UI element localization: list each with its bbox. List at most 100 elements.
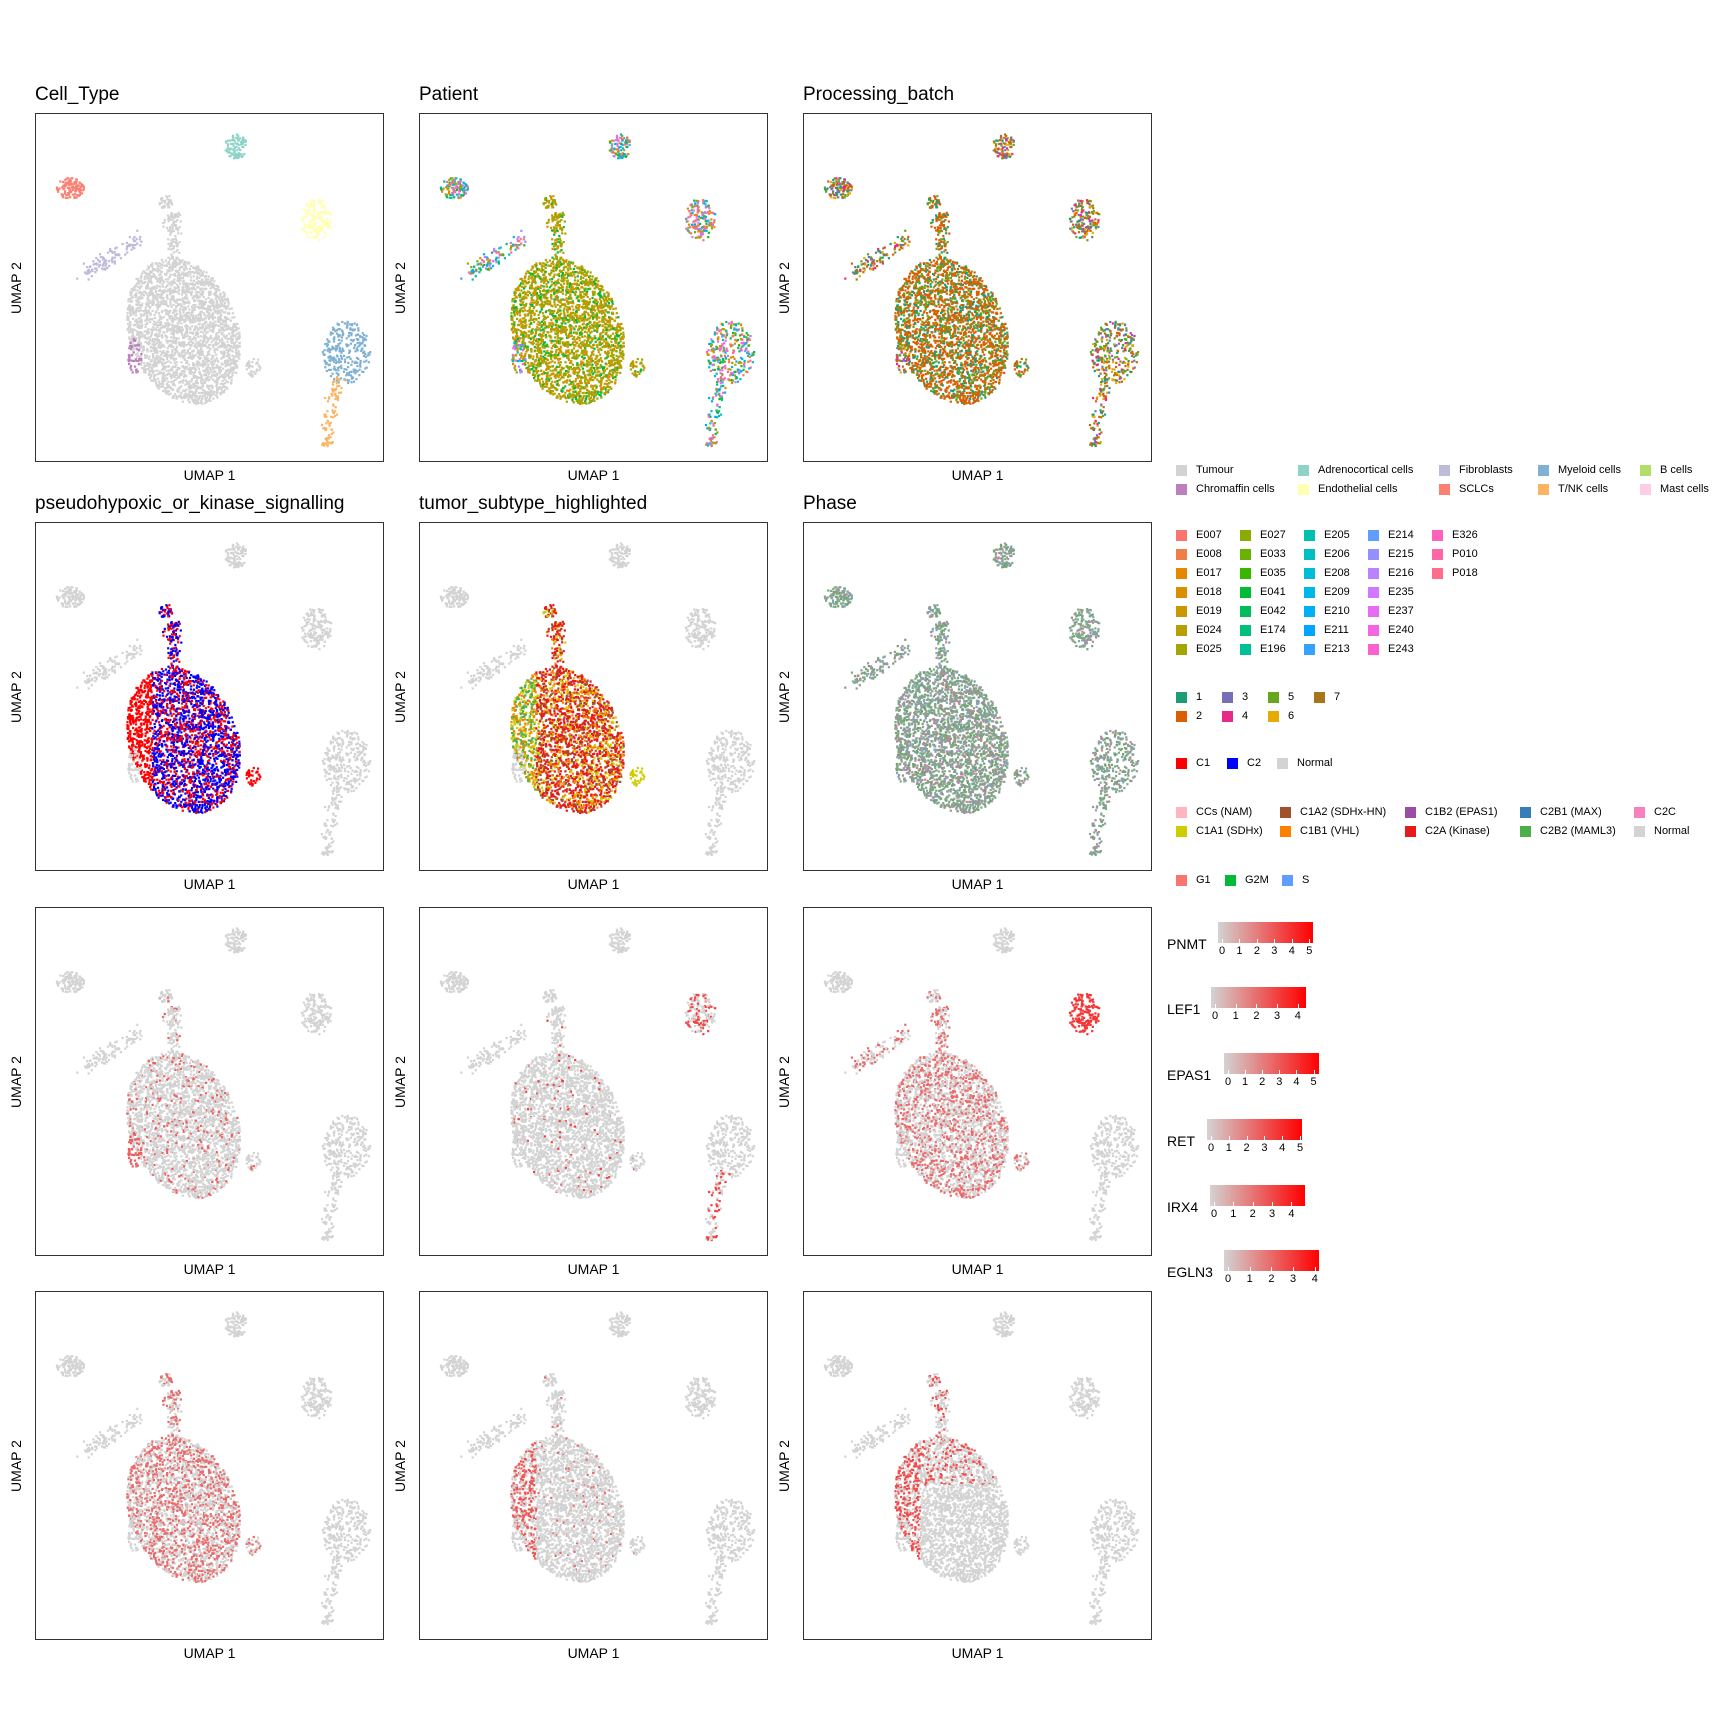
cell-point	[326, 441, 329, 444]
cell-point	[515, 295, 518, 298]
cell-point	[545, 378, 548, 381]
cell-point	[171, 291, 174, 294]
cell-point	[211, 312, 214, 315]
cell-point	[215, 347, 218, 350]
cell-point	[516, 334, 519, 338]
cell-point	[211, 318, 214, 321]
cell-point	[196, 281, 199, 284]
cell-point	[198, 357, 201, 360]
cell-point	[146, 293, 149, 296]
cell-point	[333, 338, 336, 341]
cell-point	[175, 270, 178, 273]
cell-point	[73, 181, 76, 184]
cell-point	[223, 316, 227, 319]
cell-point	[199, 356, 202, 359]
cell-point	[162, 364, 165, 367]
cell-point	[214, 316, 217, 319]
cell-point	[192, 331, 195, 334]
cell-point	[221, 331, 224, 334]
cell-point	[66, 182, 69, 185]
cell-point	[137, 291, 141, 294]
cell-point	[99, 253, 102, 256]
cell-point	[204, 298, 207, 301]
cell-point	[176, 286, 179, 290]
cell-point	[171, 339, 174, 342]
cell-point	[141, 282, 144, 285]
cell-point	[167, 305, 170, 308]
cell-point	[70, 183, 73, 186]
cell-point	[138, 283, 141, 286]
cell-point	[235, 348, 238, 351]
cell-point	[131, 328, 134, 331]
cell-point	[198, 358, 201, 361]
cell-point	[155, 310, 158, 313]
cell-point	[155, 286, 158, 290]
cell-point	[173, 332, 176, 335]
cell-point	[227, 371, 230, 374]
cell-point	[213, 366, 216, 369]
cell-point	[520, 325, 523, 328]
cell-point	[594, 358, 597, 361]
cell-point	[549, 369, 552, 372]
cell-point	[258, 369, 261, 372]
cell-point	[161, 283, 164, 286]
cell-point	[183, 358, 186, 361]
cell-point	[566, 335, 569, 338]
cell-point	[571, 316, 574, 319]
cell-point	[159, 317, 162, 320]
cell-point	[223, 319, 226, 322]
cell-point	[156, 361, 159, 365]
cell-point	[228, 337, 231, 340]
cell-point	[601, 336, 604, 339]
cell-point	[332, 431, 335, 434]
cell-point	[514, 343, 517, 346]
cell-point	[331, 409, 334, 412]
cell-point	[202, 336, 206, 339]
cell-point	[167, 360, 170, 363]
cell-point	[181, 259, 184, 262]
cell-point	[578, 333, 581, 337]
cell-point	[153, 369, 156, 373]
cell-point	[82, 189, 85, 192]
cell-point	[611, 354, 614, 357]
cell-point	[209, 389, 212, 392]
cell-point	[132, 337, 135, 340]
cell-point	[218, 328, 221, 331]
cell-point	[229, 155, 232, 158]
cell-point	[166, 321, 169, 324]
cell-point	[323, 212, 327, 215]
cell-point	[182, 365, 185, 369]
cell-point	[165, 339, 168, 342]
cell-point	[338, 384, 341, 387]
cell-point	[544, 334, 547, 337]
cell-point	[184, 392, 187, 396]
cell-point	[145, 319, 148, 322]
cell-point	[127, 298, 130, 301]
cell-point	[520, 352, 523, 355]
cell-point	[57, 188, 60, 191]
cell-point	[192, 383, 195, 387]
cell-point	[151, 364, 154, 367]
cell-point	[539, 321, 542, 324]
cell-point	[181, 265, 184, 269]
cell-point	[524, 313, 527, 316]
cell-point	[565, 259, 568, 262]
cell-point	[232, 136, 235, 139]
cell-point	[169, 215, 173, 218]
cell-point	[324, 224, 327, 227]
cell-point	[163, 331, 166, 334]
cell-point	[194, 305, 197, 308]
cell-point	[549, 274, 552, 277]
cell-point	[230, 335, 233, 338]
cell-point	[204, 397, 207, 400]
cell-point	[73, 195, 76, 198]
cell-point	[544, 263, 547, 267]
cell-point	[542, 380, 545, 383]
cell-point	[171, 283, 174, 286]
cell-point	[238, 155, 241, 158]
cell-point	[180, 372, 183, 375]
cell-point	[201, 402, 204, 405]
cell-point	[579, 290, 582, 294]
cell-point	[111, 256, 114, 259]
cell-point	[215, 338, 219, 341]
